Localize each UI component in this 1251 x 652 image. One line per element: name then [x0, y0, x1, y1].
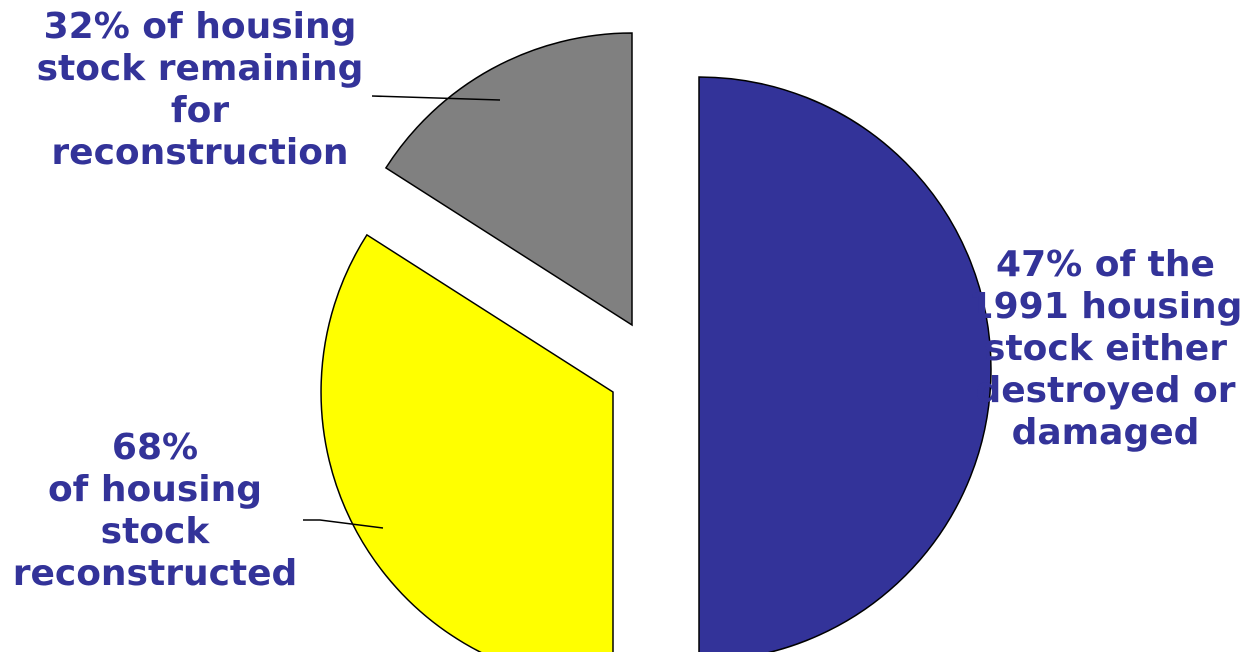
label-line: stock remaining	[36, 48, 364, 89]
label-line: 1991 housing	[968, 286, 1243, 327]
label-line: reconstruction	[51, 132, 349, 173]
slice-label-remaining: 32% of housing stock remaining for recon…	[20, 6, 380, 174]
pie-slice-reconstructed	[320, 233, 614, 652]
slice-label-reconstructed: 68% of housing stock reconstructed	[10, 427, 300, 595]
label-line: 68%	[111, 427, 199, 468]
slice-label-destroyed-or-damaged: 47% of the 1991 housing stock either des…	[960, 244, 1251, 454]
leader-line-remaining	[371, 95, 501, 101]
pie-slice-destroyed-or-damaged	[698, 76, 992, 652]
label-line: destroyed or	[975, 370, 1236, 411]
pie-slice-remaining	[384, 32, 633, 327]
label-line: 32% of housing	[43, 6, 357, 47]
label-line: of housing	[47, 469, 263, 510]
label-line: stock either	[984, 328, 1227, 369]
label-line: for	[170, 90, 230, 131]
label-line: damaged	[1011, 412, 1200, 453]
leader-line-reconstructed	[303, 519, 384, 529]
label-line: stock	[100, 511, 210, 552]
label-line: 47% of the	[996, 244, 1215, 285]
label-line: reconstructed	[12, 553, 298, 594]
